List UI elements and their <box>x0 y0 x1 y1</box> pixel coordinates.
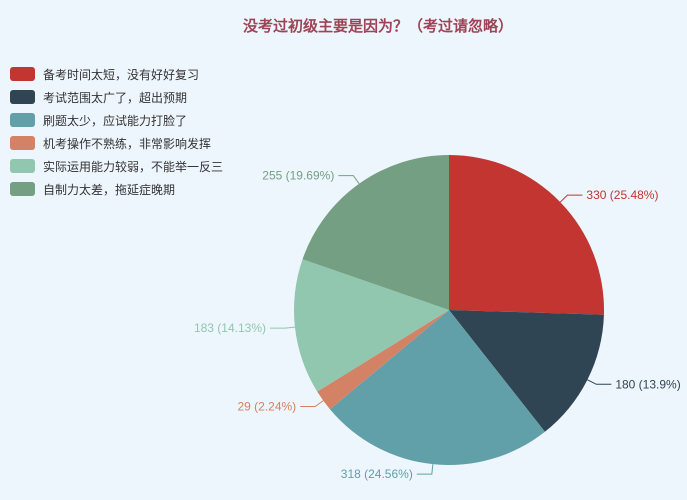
legend-item-label: 实际运用能力较弱，不能举一反三 <box>43 159 224 174</box>
pie-slice-0[interactable] <box>449 155 605 315</box>
pie-slice-3[interactable] <box>317 310 449 410</box>
pie-slice-2[interactable] <box>329 310 545 466</box>
legend-item-label: 考试范围太广了，超出预期 <box>43 90 188 105</box>
legend-swatch-icon <box>10 90 35 104</box>
pie-slice-label-1: 180 (13.9%) <box>615 377 680 391</box>
pie-slice-label-0: 330 (25.48%) <box>586 188 658 202</box>
pie-label-leader-line-1 <box>587 379 612 385</box>
legend-item-2[interactable]: 刷题太少，应试能力打脸了 <box>10 113 223 128</box>
legend-swatch-icon <box>10 159 35 173</box>
pie-label-leader-line-2 <box>416 464 434 475</box>
legend-item-label: 备考时间太短，没有好好复习 <box>43 67 200 82</box>
legend-item-5[interactable]: 自制力太差，拖延症晚期 <box>10 182 223 197</box>
legend-item-4[interactable]: 实际运用能力较弱，不能举一反三 <box>10 159 224 174</box>
pie-label-leader-line-3 <box>300 400 324 407</box>
legend-swatch-icon <box>10 113 35 127</box>
legend: 备考时间太短，没有好好复习 考试范围太广了，超出预期 刷题太少，应试能力打脸了机考操… <box>10 67 223 205</box>
pie-slice-label-2: 318 (24.56%) <box>341 467 413 481</box>
pie-slice-1[interactable] <box>449 310 604 432</box>
legend-item-label: 自制力太差，拖延症晚期 <box>43 182 176 197</box>
legend-item-1[interactable]: 考试范围太广了，超出预期 <box>10 90 223 105</box>
pie-slice-label-5: 255 (19.69%) <box>262 169 334 183</box>
legend-swatch-icon <box>10 182 35 196</box>
legend-item-label: 机考操作不熟练，非常影响发挥 <box>43 136 212 151</box>
pie-slice-4[interactable] <box>293 259 449 392</box>
legend-swatch-icon <box>10 67 35 81</box>
pie-label-leader-line-4 <box>270 326 295 329</box>
legend-item-label: 刷题太少，应试能力打脸了 <box>43 113 188 128</box>
pie-label-leader-line-0 <box>559 194 583 203</box>
pie-slice-label-4: 183 (14.13%) <box>194 321 266 335</box>
pie-slice-label-3: 29 (2.24%) <box>237 400 296 414</box>
chart-title: 没考过初级主要是因为？（考过请忽略） <box>242 18 514 35</box>
pie-label-leader-line-5 <box>338 175 360 185</box>
legend-swatch-icon <box>10 136 35 150</box>
pie-slice-5[interactable] <box>302 154 449 310</box>
legend-item-0[interactable]: 备考时间太短，没有好好复习 <box>10 67 223 82</box>
legend-item-3[interactable]: 机考操作不熟练，非常影响发挥 <box>10 136 223 151</box>
